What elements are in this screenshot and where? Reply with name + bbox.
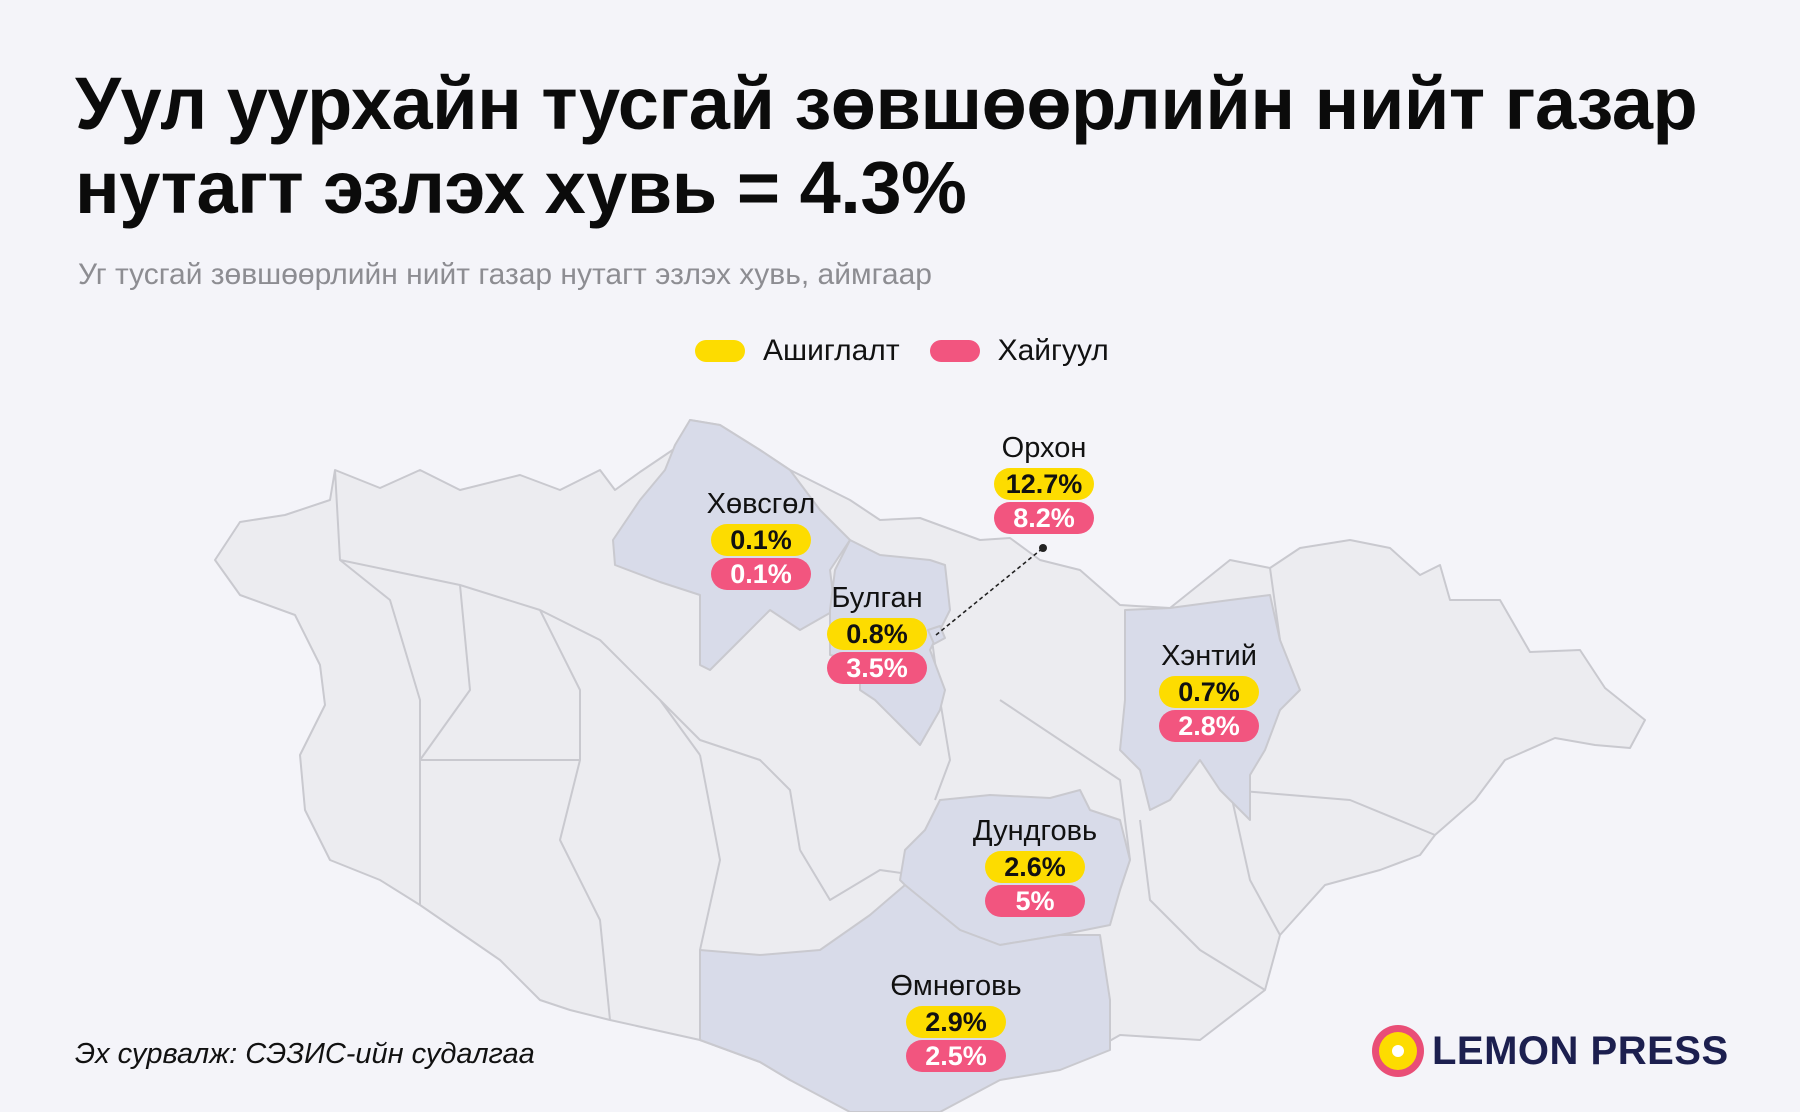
- legend-swatch-exp: [929, 340, 980, 362]
- orkhon-leader-line: [935, 547, 1044, 636]
- lemon-press-logo: LEMON PRESS: [1372, 1025, 1729, 1077]
- region-name: Хөвсгөл: [706, 488, 816, 520]
- exp-value: 2.8%: [1159, 710, 1259, 742]
- exp-value: 0.1%: [711, 558, 811, 590]
- region-omnogovi: [699, 884, 1111, 1112]
- region-name: Дундговь: [972, 815, 1098, 847]
- label-khentii: Хэнтий 0.7% 2.8%: [1099, 638, 1319, 742]
- page-subtitle: Уг тусгай зөвшөөрлийн нийт газар нутагт …: [78, 258, 932, 291]
- region-name: Хэнтий: [1161, 640, 1257, 672]
- label-omnogovi: Өмнөговь 2.9% 2.5%: [846, 968, 1066, 1072]
- logo-text: LEMON PRESS: [1432, 1028, 1729, 1073]
- legend-label-use: Ашиглалт: [763, 334, 900, 367]
- label-khovsgol: Хөвсгөл 0.1% 0.1%: [651, 486, 871, 590]
- label-dundgovi: Дундговь 2.6% 5%: [925, 813, 1145, 917]
- use-value: 12.7%: [994, 468, 1094, 500]
- label-bulgan: Булган 0.8% 3.5%: [767, 580, 987, 684]
- legend-swatch-use: [695, 340, 745, 362]
- exp-value: 8.2%: [994, 502, 1094, 534]
- use-value: 0.8%: [827, 618, 927, 650]
- legend: Ашиглалт Хайгуул: [695, 334, 1139, 368]
- source-note: Эх сурвалж: СЭЗИС-ийн судалгаа: [75, 1038, 535, 1070]
- legend-label-exp: Хайгуул: [997, 334, 1109, 367]
- region-name: Орхон: [1001, 432, 1087, 464]
- region-name: Булган: [831, 582, 923, 614]
- exp-value: 2.5%: [906, 1040, 1006, 1072]
- legend-item-exp: Хайгуул: [929, 334, 1109, 368]
- use-value: 2.6%: [985, 851, 1085, 883]
- lemon-icon: [1372, 1025, 1424, 1077]
- use-value: 0.1%: [711, 524, 811, 556]
- region-name: Өмнөговь: [890, 970, 1022, 1002]
- orkhon-leader-dot: [1039, 544, 1047, 552]
- use-value: 2.9%: [906, 1006, 1006, 1038]
- legend-item-use: Ашиглалт: [695, 334, 900, 368]
- exp-value: 5%: [985, 885, 1085, 917]
- exp-value: 3.5%: [827, 652, 927, 684]
- use-value: 0.7%: [1159, 676, 1259, 708]
- page-title: Уул уурхайн тусгай зөвшөөрлийн нийт газа…: [75, 62, 1698, 229]
- map-base: [214, 419, 1646, 1111]
- label-orkhon: Орхон 12.7% 8.2%: [934, 430, 1154, 534]
